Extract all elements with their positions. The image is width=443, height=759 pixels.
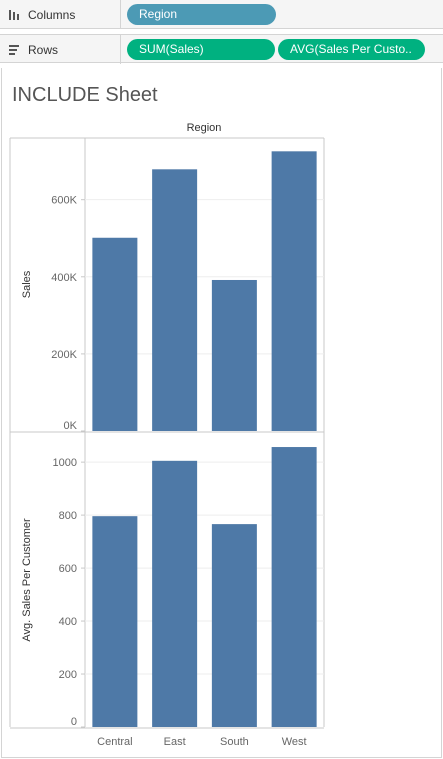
rows-shelf-label: Rows [0, 35, 121, 64]
avg-sales-bar [152, 460, 198, 727]
columns-label: Columns [28, 7, 76, 22]
x-category-label: Central [97, 736, 132, 748]
sales-y-tick-label: 200K [51, 349, 77, 361]
columns-shelf-label: Columns [0, 0, 121, 29]
x-category-label: South [220, 736, 249, 748]
avg-sales-bar [271, 447, 317, 727]
x-category-label: East [164, 736, 186, 748]
sales-bar [211, 279, 257, 431]
rows-label: Rows [28, 42, 59, 57]
avg-sales-y-tick-label: 0 [71, 716, 77, 728]
sum-sales-pill[interactable]: SUM(Sales) [127, 39, 275, 60]
x-category-label: West [282, 736, 307, 748]
sales-bar [92, 237, 138, 431]
avg-sales-y-tick-label: 200 [59, 669, 77, 681]
sales-y-tick-label: 400K [51, 272, 77, 284]
column-header-region: Region [187, 122, 222, 134]
columns-icon [7, 8, 21, 22]
sales-bar [152, 169, 198, 431]
sheet-title: INCLUDE Sheet [12, 84, 158, 106]
avg-sales-y-tick-label: 600 [59, 563, 77, 575]
avg-sales-per-customer-pill[interactable]: AVG(Sales Per Custo.. [278, 39, 425, 60]
sales-y-tick-label: 0K [64, 420, 78, 432]
columns-shelf: Columns Region [0, 0, 443, 29]
avg-sales-y-tick-label: 1000 [53, 457, 77, 469]
avg-sales-y-tick-label: 400 [59, 616, 77, 628]
sales-y-tick-label: 600K [51, 195, 77, 207]
avg-sales-y-tick-label: 800 [59, 510, 77, 522]
avg-sales-bar [211, 524, 257, 727]
avg-sales-y-axis-title: Avg. Sales Per Customer [21, 518, 33, 642]
region-pill[interactable]: Region [127, 4, 276, 25]
sales-y-axis-title: Sales [21, 270, 33, 298]
sales-bar [271, 151, 317, 432]
rows-icon [7, 43, 21, 57]
avg-sales-bar [92, 516, 138, 727]
rows-shelf: Rows SUM(Sales) AVG(Sales Per Custo.. [0, 34, 443, 64]
